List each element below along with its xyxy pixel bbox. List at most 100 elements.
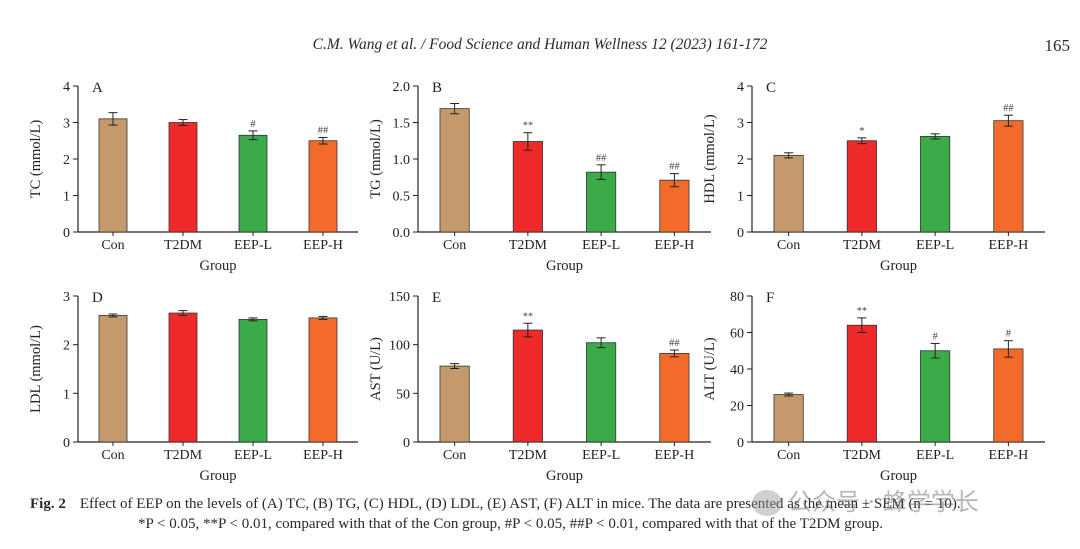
panel-a-significance-label: #	[250, 119, 256, 130]
panel-d-x-tick-label: T2DM	[164, 448, 203, 463]
panel-a-x-tick-label: EEP-H	[303, 238, 343, 253]
page-number: 165	[1044, 36, 1071, 55]
panel-f-x-axis-label: Group	[880, 468, 917, 484]
panel-d-bar-con	[98, 315, 128, 443]
panel-c-y-tick-label: 1	[737, 190, 744, 205]
panel-b-x-tick-label: EEP-H	[655, 238, 695, 253]
panel-e-x-tick-label: T2DM	[509, 448, 548, 463]
panel-b-x-axis-label: Group	[546, 258, 583, 274]
panel-d-y-tick-label: 0	[63, 436, 70, 451]
panel-b-significance-label: ##	[669, 162, 680, 173]
panel-e-bar-con	[439, 365, 470, 443]
panel-f-y-tick-label: 40	[730, 363, 744, 378]
panel-f-y-tick-label: 0	[737, 436, 744, 451]
panel-c-x-axis-label: Group	[880, 258, 917, 274]
panel-d-y-tick-label: 1	[63, 387, 70, 402]
figure-caption: Fig. 2 Effect of EEP on the levels of (A)…	[30, 494, 1070, 534]
panel-b-x-tick-label: Con	[443, 238, 466, 253]
panel-b-y-tick-label: 0.5	[393, 190, 411, 205]
panel-a-y-tick-label: 1	[63, 190, 70, 205]
panel-c-y-axis-label: HDL (mmol/L)	[702, 114, 718, 203]
panel-e-letter: E	[432, 290, 441, 306]
panel-c-bar-eep-h	[993, 120, 1024, 233]
panel-b-y-axis-label: TG (mmol/L)	[368, 119, 384, 199]
panel-c-x-tick-label: EEP-L	[916, 238, 954, 253]
panel-b-y-tick-label: 1.0	[393, 153, 411, 168]
panel-c-y-tick-label: 0	[737, 226, 744, 241]
panel-b-letter: B	[432, 80, 442, 96]
panel-a-bar-t2dm	[168, 122, 198, 233]
panel-f-x-tick-label: Con	[777, 448, 800, 463]
panel-e-bar-eep-l	[586, 342, 617, 443]
panel-d-y-tick-label: 2	[63, 339, 70, 354]
panel-f-x-tick-label: EEP-L	[916, 448, 954, 463]
panel-f-significance-label: #	[1006, 329, 1012, 340]
panel-f-x-tick-label: EEP-H	[989, 448, 1029, 463]
panel-d-bar-eep-l	[238, 318, 268, 443]
panel-a-significance-label: ##	[318, 125, 329, 136]
panel-b-y-tick-label: 1.5	[393, 117, 411, 132]
panel-f-significance-label: **	[857, 306, 868, 317]
panel-e-y-axis-label: AST (U/L)	[368, 337, 384, 401]
panel-e-y-tick-label: 100	[389, 339, 410, 354]
panel-c-significance-label: ##	[1003, 103, 1014, 114]
panel-a-y-axis-label: TC (mmol/L)	[28, 120, 44, 199]
panel-c-x-tick-label: Con	[777, 238, 800, 253]
panel-b-y-tick-label: 2.0	[393, 80, 411, 95]
panel-f-letter: F	[766, 290, 774, 306]
panel-a-bar-con	[98, 118, 128, 233]
panel-a-x-tick-label: Con	[101, 238, 124, 253]
panel-f-y-axis-label: ALT (U/L)	[702, 337, 718, 400]
panel-c-y-tick-label: 3	[737, 117, 744, 132]
panel-b-x-tick-label: EEP-L	[582, 238, 620, 253]
panel-b-x-tick-label: T2DM	[509, 238, 548, 253]
panel-e-y-tick-label: 150	[389, 290, 410, 305]
panel-f-y-tick-label: 80	[730, 290, 744, 305]
panel-a-y-tick-label: 3	[63, 117, 70, 132]
panel-e-significance-label: **	[523, 311, 534, 322]
panel-d-x-axis-label: Group	[199, 468, 236, 484]
panel-a-bar-eep-l	[238, 134, 268, 233]
panel-d-x-tick-label: EEP-H	[303, 448, 343, 463]
panel-a-y-tick-label: 2	[63, 153, 70, 168]
panel-a-x-tick-label: EEP-L	[234, 238, 272, 253]
journal-header: C.M. Wang et al. / Food Science and Huma…	[312, 36, 768, 53]
panel-d-bar-t2dm	[168, 312, 198, 443]
panel-d-y-axis-label: LDL (mmol/L)	[28, 325, 44, 413]
panel-f-bar-eep-h	[993, 348, 1024, 443]
panel-a-y-tick-label: 0	[63, 226, 70, 241]
panel-e-bar-eep-h	[659, 353, 690, 443]
panel-c-letter: C	[766, 80, 776, 96]
panel-c-x-tick-label: T2DM	[843, 238, 882, 253]
panel-c-y-tick-label: 2	[737, 153, 744, 168]
panel-d-x-tick-label: EEP-L	[234, 448, 272, 463]
panel-b-bar-t2dm	[512, 141, 543, 233]
panel-f-x-tick-label: T2DM	[843, 448, 882, 463]
panel-b-bar-con	[439, 108, 470, 233]
panel-c-bar-eep-l	[920, 135, 951, 233]
caption-line-1: Effect of EEP on the levels of (A) TC, (…	[79, 496, 961, 512]
panel-d-letter: D	[92, 290, 103, 306]
figure-label: Fig. 2	[30, 496, 66, 512]
panel-e-y-tick-label: 50	[396, 387, 410, 402]
panel-f-y-tick-label: 60	[730, 327, 744, 342]
panel-e-x-tick-label: Con	[443, 448, 466, 463]
panel-c-bar-con	[773, 154, 804, 233]
panel-e-significance-label: ##	[669, 338, 680, 349]
panel-a-x-tick-label: T2DM	[164, 238, 203, 253]
panel-c-significance-label: *	[859, 126, 864, 137]
panel-d-y-tick-label: 3	[63, 290, 70, 305]
panel-f-significance-label: #	[933, 331, 939, 342]
panel-e-bar-t2dm	[512, 329, 543, 443]
panel-d-x-tick-label: Con	[101, 448, 124, 463]
panel-e-x-tick-label: EEP-H	[655, 448, 695, 463]
caption-line-2: *P < 0.05, **P < 0.01, compared with tha…	[138, 516, 884, 532]
panel-b-y-tick-label: 0.0	[393, 226, 411, 241]
panel-b-significance-label: ##	[596, 153, 607, 164]
panel-c-y-tick-label: 4	[737, 80, 744, 95]
panel-c-x-tick-label: EEP-H	[989, 238, 1029, 253]
panel-f-bar-con	[773, 394, 804, 443]
panel-b-bar-eep-h	[659, 179, 690, 233]
panel-e-x-tick-label: EEP-L	[582, 448, 620, 463]
